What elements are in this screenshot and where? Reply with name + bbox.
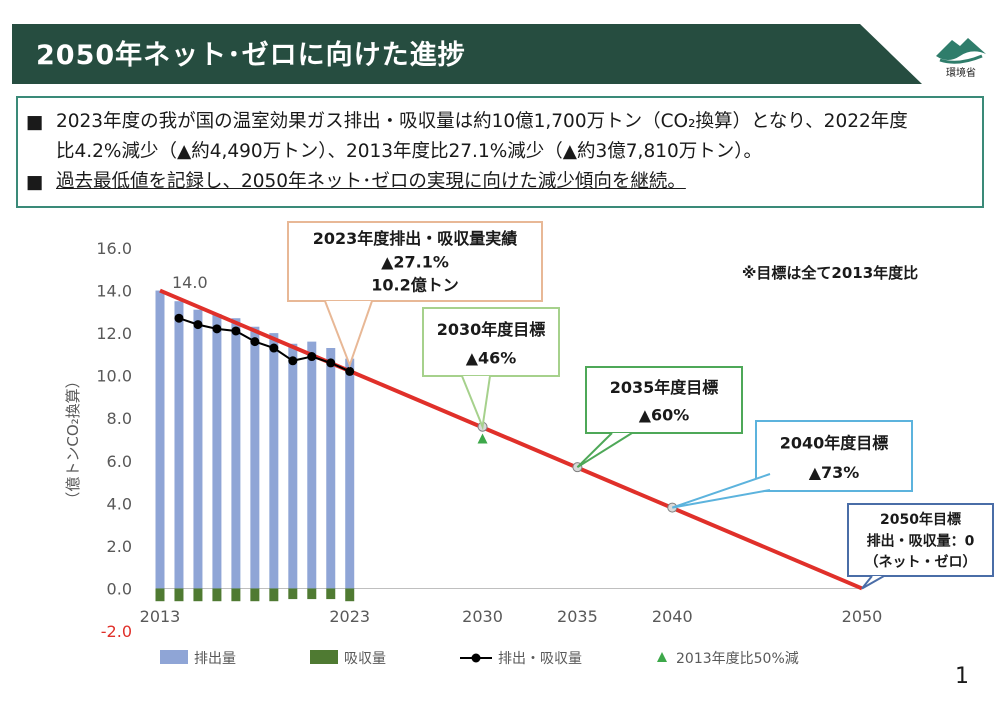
net-emissions-point (288, 356, 298, 366)
absorption-bar (307, 588, 317, 600)
net-emissions-point (231, 326, 241, 336)
absorption-bar (345, 588, 355, 602)
emissions-bar (269, 333, 279, 589)
net-emissions-point (174, 313, 184, 323)
callout-2050-text: 2050年目標 (880, 511, 961, 528)
header-cut (860, 24, 922, 84)
legend-triangle-marker (657, 652, 667, 662)
callout-2023-text: 2023年度排出・吸収量実績 (313, 229, 518, 248)
y-tick-label: 8.0 (107, 409, 132, 428)
y-axis-label: （億トンCO₂換算） (64, 373, 82, 506)
y-tick-label: 12.0 (96, 324, 132, 343)
emissions-bar (345, 358, 355, 589)
legend-absorption-swatch (310, 650, 338, 664)
callout-2030-box (422, 307, 560, 377)
bullet-square-icon: ■ (26, 112, 44, 133)
net-emissions-point (269, 343, 279, 353)
absorption-bar (326, 588, 336, 600)
callout-2023-text: ▲27.1% (381, 252, 449, 271)
net-emissions-point (193, 320, 203, 330)
legend-triangle-label: 2013年度比50%減 (676, 650, 799, 667)
callout-2023-box (287, 221, 543, 302)
net-emissions-point (345, 366, 355, 376)
ministry-logo-text: 環境省 (946, 68, 976, 79)
callout-2023-text: 10.2億トン (371, 276, 458, 295)
callout-2030-text: 2030年度目標 (437, 320, 546, 339)
bullet-square-icon: ■ (26, 172, 44, 193)
callout-2023-pointer (324, 300, 373, 368)
ministry-logo-icon (936, 38, 986, 64)
callout-2035-pointer (576, 432, 633, 469)
page-number: 1 (955, 664, 969, 689)
y-tick-label: 0.0 (107, 579, 132, 598)
legend-absorption-label: 吸収量 (344, 651, 386, 667)
callout-2050-text: （ネット・ゼロ） (865, 553, 977, 570)
emissions-bar (307, 341, 317, 589)
net-emissions-point (250, 337, 260, 347)
emissions-bar (288, 343, 298, 589)
fifty-percent-marker (477, 433, 488, 444)
emissions-bar (231, 318, 241, 589)
start-value-label: 14.0 (172, 273, 208, 292)
x-tick-label: 2030 (462, 607, 503, 626)
absorption-bar (288, 588, 298, 600)
summary-line-2: 比4.2%減少（▲約4,490万トン）、2013年度比27.1%減少（▲約3億7… (56, 141, 763, 162)
absorption-bar (250, 588, 260, 602)
callout-2035-text: ▲60% (639, 406, 690, 425)
x-tick-label: 2023 (329, 607, 370, 626)
absorption-bar (155, 588, 165, 602)
callout-2040-text: 2040年度目標 (780, 434, 889, 453)
y-tick-label: 6.0 (107, 452, 132, 471)
callout-2040-text: ▲73% (809, 463, 860, 482)
absorption-bar (269, 588, 279, 602)
net-emissions-point (326, 358, 336, 368)
legend-emissions-label: 排出量 (194, 651, 236, 667)
summary-line-1: 2023年度の我が国の温室効果ガス排出・吸収量は約10億1,700万トン（CO₂… (56, 111, 908, 132)
emissions-bar (326, 348, 336, 589)
absorption-bar (212, 588, 222, 602)
absorption-bar (193, 588, 203, 602)
net-emissions-point (307, 352, 317, 362)
legend-net-marker (471, 653, 481, 663)
callout-2035-box (585, 366, 743, 434)
callout-2040-box (755, 420, 913, 492)
target-trend-line (159, 288, 863, 591)
summary-line-3: 過去最低値を記録し、2050年ネット･ゼロの実現に向けた減少傾向を継続。 (56, 171, 686, 192)
callout-2030-text: ▲46% (466, 348, 517, 367)
summary-box (16, 96, 984, 208)
x-tick-label: 2013 (140, 607, 181, 626)
callout-2050-pointer (861, 575, 885, 590)
header-bar (12, 24, 922, 84)
y-tick-label: 14.0 (96, 282, 132, 301)
x-tick-label: 2035 (557, 607, 598, 626)
y-tick-label: -2.0 (101, 622, 132, 641)
page-title: 2050年ネット･ゼロに向けた進捗 (36, 40, 466, 71)
emissions-bar (174, 301, 184, 589)
emissions-bar (193, 309, 203, 589)
target-note: ※目標は全て2013年度比 (742, 264, 918, 282)
legend-emissions-swatch (160, 650, 188, 664)
callout-2030-pointer (461, 375, 491, 431)
absorption-bar (231, 588, 241, 602)
callout-2035-text: 2035年度目標 (610, 378, 719, 397)
net-emissions-point (212, 324, 222, 334)
callout-2050-box (847, 503, 994, 577)
absorption-bar (174, 588, 184, 602)
x-tick-label: 2040 (652, 607, 693, 626)
y-tick-label: 10.0 (96, 367, 132, 386)
emissions-bar (212, 313, 222, 589)
x-tick-label: 2050 (842, 607, 883, 626)
emissions-bar (155, 290, 165, 589)
net-emissions-line (178, 317, 351, 373)
y-tick-label: 2.0 (107, 537, 132, 556)
legend-net-label: 排出・吸収量 (498, 651, 582, 667)
emissions-bar (250, 326, 260, 589)
y-tick-label: 4.0 (107, 494, 132, 513)
y-tick-label: 16.0 (96, 239, 132, 258)
callout-2050-text: 排出・吸収量：0 (867, 532, 975, 549)
callout-2040-pointer (671, 473, 771, 509)
